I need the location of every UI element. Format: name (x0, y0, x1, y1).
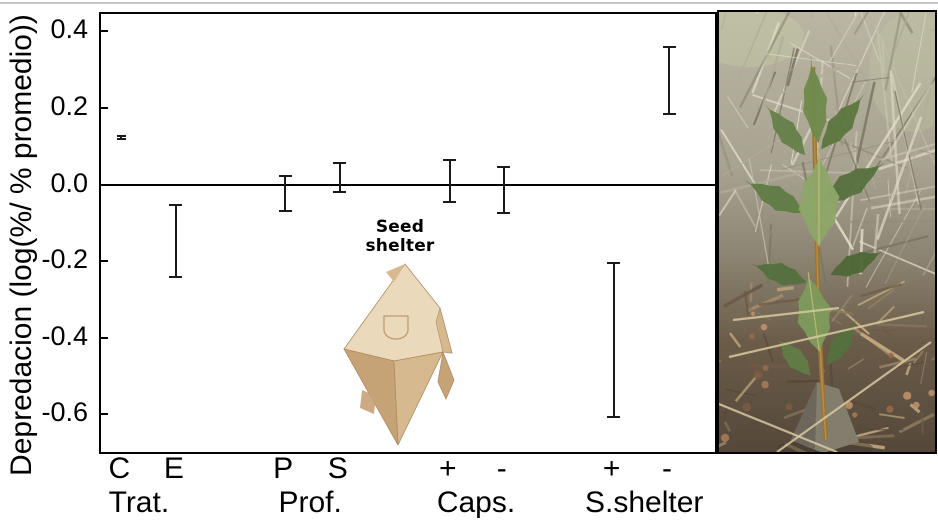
error-bar-cap-top (169, 204, 183, 207)
error-bar-whisker (502, 166, 505, 214)
y-tick-label: 0.4 (50, 14, 88, 45)
x-category-label: C (108, 452, 131, 485)
error-bar-whisker (284, 176, 287, 212)
error-bar-cap-bottom (443, 201, 457, 204)
x-group-label: S.shelter (584, 486, 704, 519)
error-bar-cap-bottom (116, 137, 126, 140)
error-bar-cap-top (497, 165, 511, 168)
x-category-label: - (496, 452, 507, 485)
x-group-label: Caps. (436, 486, 516, 519)
error-bar-cap-bottom (607, 415, 621, 418)
x-category-label: - (662, 452, 672, 485)
error-bar-cap-top (333, 161, 347, 164)
inset-caption: Seed shelter (340, 218, 460, 256)
top-divider (0, 2, 938, 4)
error-bar-cap-bottom (278, 210, 292, 213)
x-category-label: E (163, 452, 184, 485)
error-bar-cap-top (278, 175, 292, 178)
x-category-label: + (602, 452, 621, 485)
x-group-label: Trat. (108, 486, 170, 519)
seedling-photo-art (719, 12, 935, 452)
inset-caption-line1: Seed (375, 217, 425, 237)
error-bar-cap-bottom (333, 190, 347, 193)
zero-reference-line (101, 183, 715, 186)
error-bar-cap-top (443, 158, 457, 161)
error-bar-cap-top (662, 46, 676, 48)
error-bar-cap-top (607, 261, 621, 264)
y-tick-label: -0.6 (41, 397, 88, 428)
y-tick-label: 0.0 (50, 167, 88, 198)
x-category-label: S (327, 452, 348, 485)
y-tick-mark (101, 336, 108, 339)
error-bar-whisker (668, 47, 670, 115)
y-tick-mark (101, 183, 108, 186)
y-tick-label: -0.2 (41, 244, 88, 275)
error-bar-whisker (612, 262, 615, 417)
y-tick-mark (101, 413, 108, 416)
y-tick-mark (101, 30, 108, 33)
error-bar-cap-bottom (169, 275, 183, 278)
error-bar-whisker (448, 159, 451, 203)
error-bar-whisker (338, 162, 341, 192)
x-group-label: Prof. (278, 486, 342, 519)
seed-shelter-illustration (343, 263, 455, 446)
y-tick-label: -0.4 (41, 320, 88, 351)
x-category-label: + (439, 452, 457, 485)
inset-caption-line2: shelter (365, 236, 435, 256)
y-tick-mark (101, 260, 108, 263)
error-bar-whisker (174, 205, 177, 277)
seedling-photo (717, 10, 937, 454)
error-bar-cap-top (116, 134, 126, 137)
y-tick-mark (101, 106, 108, 109)
y-tick-label: 0.2 (50, 90, 88, 121)
x-category-label: P (273, 452, 294, 485)
error-bar-cap-bottom (497, 212, 511, 215)
error-bar-whisker (120, 135, 123, 139)
error-bar-cap-bottom (662, 113, 676, 115)
